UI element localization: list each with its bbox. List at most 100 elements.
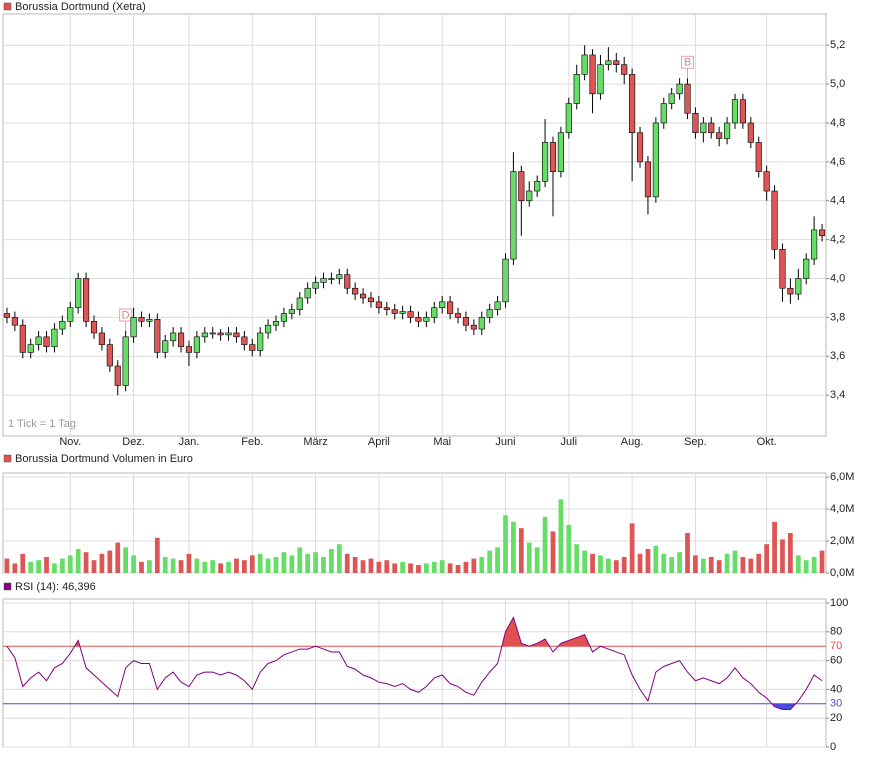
volume-bar (321, 557, 326, 573)
volume-bar (582, 550, 588, 573)
volume-bar (115, 542, 121, 573)
candle-body (431, 307, 438, 318)
y-tick-label: 4,6 (830, 156, 845, 168)
legend-swatch (3, 454, 12, 463)
volume-bar (305, 553, 311, 573)
candle-body (265, 324, 272, 334)
x-tick-label: Okt. (757, 436, 777, 448)
y-tick-label: 40 (830, 683, 842, 695)
candle-body (510, 171, 517, 260)
candle-body (27, 344, 34, 353)
volume-bar (234, 558, 239, 573)
x-tick-label: Jan. (179, 436, 200, 448)
volume-bar (28, 561, 34, 573)
volume-bar (637, 553, 643, 573)
candle-body (225, 332, 232, 336)
candle-body (731, 99, 739, 124)
volume-bar (170, 558, 176, 573)
volume-bar (408, 563, 413, 573)
candle-body (83, 278, 90, 322)
y-tick-label: 60 (830, 655, 842, 667)
volume-bar (12, 563, 18, 573)
volume-bar (788, 533, 793, 573)
event-marker (681, 55, 695, 69)
candle-body (739, 99, 746, 124)
candle-body (724, 122, 731, 139)
candle-body (3, 313, 11, 318)
volume-bar (91, 560, 97, 573)
volume-bar (265, 558, 271, 573)
panel-frame (2, 13, 827, 437)
volume-bar (803, 560, 809, 573)
volume-bar (495, 547, 500, 573)
y-tick-label: 0 (830, 741, 836, 753)
volume-bar (693, 555, 698, 573)
volume-bar (194, 558, 200, 573)
volume-bar (732, 550, 738, 573)
y-tick-label: 4,0 (830, 272, 845, 284)
volume-bar (75, 549, 81, 573)
candle-body (795, 278, 802, 295)
volume-bar (439, 560, 445, 573)
event-label: D (122, 309, 130, 321)
candle-body (296, 297, 303, 310)
candle-body (138, 317, 145, 322)
candle-body (59, 320, 66, 330)
volume-bar (598, 555, 603, 573)
volume-bar (518, 528, 524, 573)
volume-bar (297, 547, 303, 573)
candle-body (518, 171, 525, 202)
candle-body (486, 309, 493, 318)
volume-bar (669, 557, 675, 573)
volume-bar (147, 560, 152, 573)
candle-body (439, 301, 446, 308)
volume-bar (376, 561, 382, 573)
level-label: 70 (830, 640, 842, 652)
volume-bar (107, 550, 113, 573)
candle-body (549, 142, 557, 172)
volume-bar (123, 547, 129, 573)
volume-bar (154, 537, 160, 573)
candle-body (185, 346, 193, 353)
candle-body (51, 328, 58, 347)
candle-body (359, 293, 367, 299)
annotation: 1 Tick = 1 Tag (8, 418, 76, 430)
panel-frame (2, 598, 827, 748)
volume-bar (685, 533, 690, 573)
panel-title: RSI (14): 46,396 (15, 581, 96, 593)
volume-bar (416, 565, 421, 573)
volume-bar (819, 550, 825, 573)
candle-body (589, 54, 596, 95)
candle-body (11, 317, 18, 326)
candle-body (454, 313, 462, 318)
volume-bar (281, 552, 287, 573)
volume-bar (360, 560, 366, 573)
candle-body (787, 287, 794, 295)
y-tick-label: 100 (830, 597, 848, 609)
candle-body (106, 344, 113, 367)
candle-body (803, 258, 810, 279)
rsi-line (6, 616, 823, 711)
candle-body (75, 278, 82, 308)
volume-bar (44, 557, 49, 573)
candle-body (90, 320, 98, 334)
overbought-fill (74, 617, 590, 647)
volume-bar (36, 560, 41, 573)
volume-bar (756, 553, 762, 573)
volume-bar (249, 555, 255, 573)
candle-body (407, 311, 414, 318)
volume-bar (313, 552, 318, 573)
volume-bar (487, 550, 493, 573)
panel-title: Borussia Dortmund Volumen in Euro (15, 453, 193, 465)
candle-body (288, 309, 295, 314)
volume-bar (724, 553, 730, 573)
volume-bar (67, 555, 73, 573)
candle-body (700, 122, 707, 134)
candle-body (249, 344, 256, 351)
candle-body (565, 103, 572, 134)
y-tick-label: 0,0M (830, 567, 854, 579)
candle-body (367, 297, 375, 303)
volume-bar (566, 525, 572, 573)
volume-bar (700, 558, 706, 573)
candle-body (692, 112, 699, 134)
